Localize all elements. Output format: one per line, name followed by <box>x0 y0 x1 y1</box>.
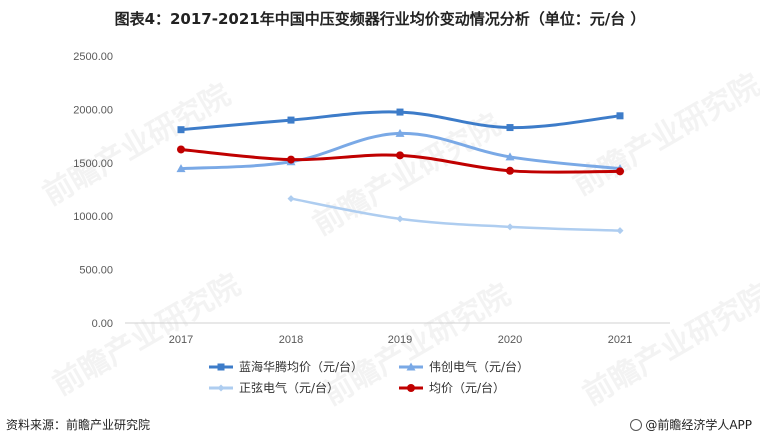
data-point <box>616 227 624 235</box>
footer-brand-text: @前瞻经济学人APP <box>645 418 752 432</box>
series-line <box>179 131 622 171</box>
data-point <box>506 166 514 175</box>
data-point <box>396 215 404 223</box>
y-tick-label: 2000.00 <box>73 104 113 116</box>
footer-source: 资料来源：前瞻产业研究院 <box>6 418 151 432</box>
y-tick-label: 2500.00 <box>73 51 113 63</box>
data-point <box>505 152 515 161</box>
x-tick-label: 2020 <box>498 334 522 346</box>
data-point <box>287 116 295 124</box>
data-point <box>506 223 514 231</box>
data-point <box>396 151 404 160</box>
footer-brand: @前瞻经济学人APP <box>630 416 752 433</box>
data-point <box>287 195 295 203</box>
data-point <box>177 126 185 134</box>
data-point <box>287 155 295 164</box>
y-tick-label: 0.00 <box>92 318 113 330</box>
legend-label: 均价（元/台） <box>429 380 505 395</box>
data-point <box>396 108 404 116</box>
y-tick-label: 1500.00 <box>73 158 113 170</box>
chart-title: 图表4：2017-2021年中国中压变频器行业均价变动情况分析（单位：元/台 ） <box>114 10 646 28</box>
data-point <box>616 167 624 176</box>
legend-swatch-marker <box>217 384 225 392</box>
data-point <box>176 164 186 173</box>
legend-swatch-marker <box>217 363 225 371</box>
data-point <box>506 124 514 132</box>
x-tick-label: 2018 <box>279 334 303 346</box>
legend-label: 蓝海华腾均价（元/台） <box>239 359 363 374</box>
brand-logo-icon <box>630 419 643 431</box>
legend-label: 正弦电气（元/台） <box>239 380 339 395</box>
x-tick-label: 2021 <box>608 334 632 346</box>
series-line <box>289 197 622 232</box>
data-point <box>177 145 185 154</box>
y-tick-label: 1000.00 <box>73 211 113 223</box>
y-tick-label: 500.00 <box>79 265 113 277</box>
x-tick-label: 2019 <box>388 334 412 346</box>
legend-swatch-marker <box>406 362 416 371</box>
legend-swatch-marker <box>407 384 415 392</box>
data-point <box>616 112 624 120</box>
legend-label: 伟创电气（元/台） <box>429 359 529 374</box>
x-tick-label: 2017 <box>169 334 193 346</box>
data-point <box>395 128 405 137</box>
